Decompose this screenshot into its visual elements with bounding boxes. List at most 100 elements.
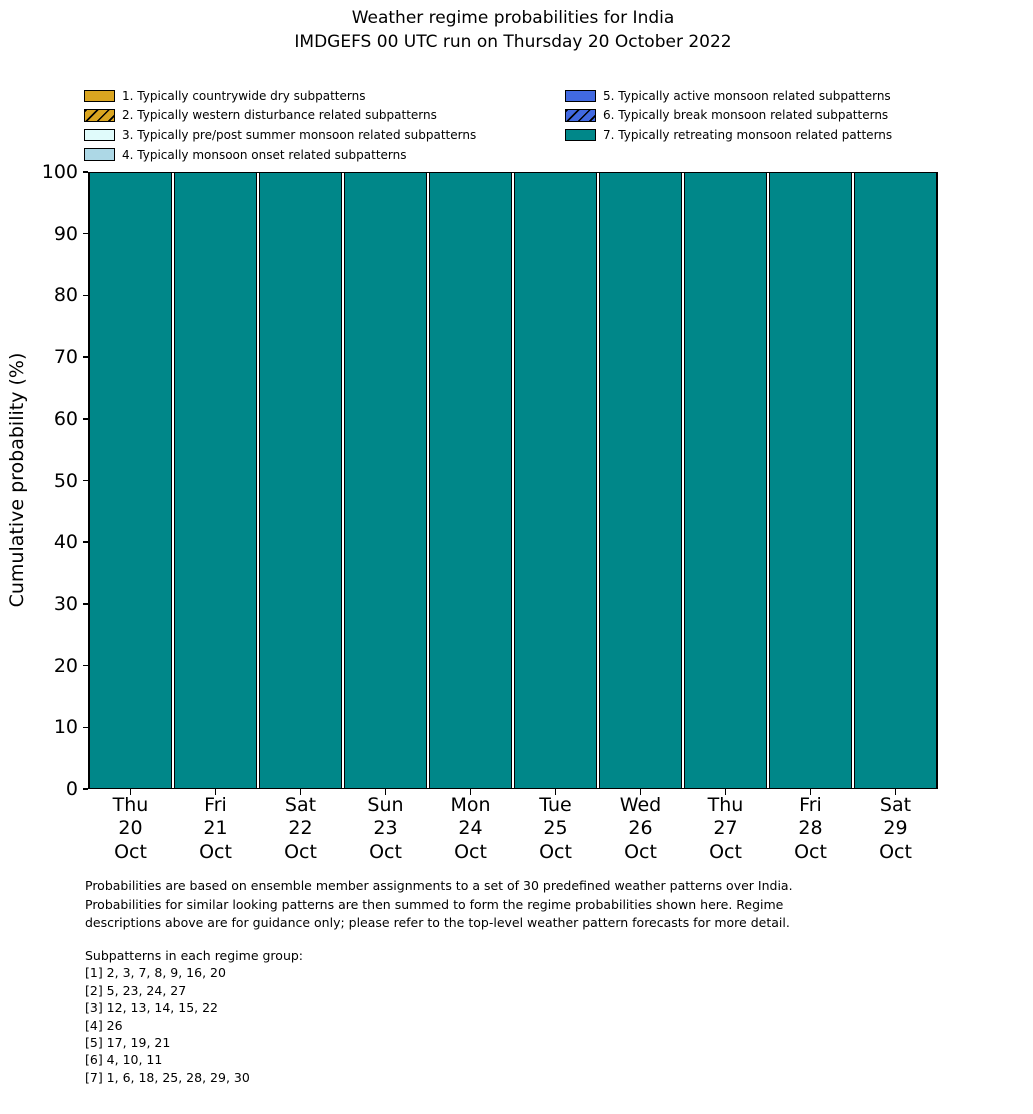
legend-swatch bbox=[84, 128, 115, 142]
x-tick-mark bbox=[214, 789, 217, 795]
footer-note: Probabilities are based on ensemble memb… bbox=[85, 877, 793, 933]
x-tick-mark bbox=[299, 789, 302, 795]
y-tick-label: 90 bbox=[53, 222, 78, 245]
bar-thu-27-oct bbox=[683, 172, 768, 789]
x-tick-mark bbox=[469, 789, 472, 795]
bar-segment bbox=[344, 172, 427, 789]
y-tick-mark bbox=[82, 541, 88, 543]
x-tick-mark bbox=[554, 789, 557, 795]
legend-label: 6. Typically break monsoon related subpa… bbox=[603, 108, 889, 123]
y-tick-mark bbox=[82, 788, 88, 790]
legend-swatch bbox=[565, 89, 596, 103]
legend-item: 4. Typically monsoon onset related subpa… bbox=[84, 145, 476, 165]
y-tick-mark bbox=[82, 171, 88, 173]
footer-line: descriptions above are for guidance only… bbox=[85, 915, 790, 931]
bar-segment bbox=[89, 172, 172, 789]
footer-line: Probabilities for similar looking patter… bbox=[85, 896, 784, 912]
x-tick-label: Thu 27 Oct bbox=[707, 794, 744, 863]
bar-sat-22-oct bbox=[258, 172, 343, 789]
subpatterns-heading: Subpatterns in each regime group: bbox=[85, 948, 304, 963]
bar-mon-24-oct bbox=[428, 172, 513, 789]
x-tick-mark bbox=[724, 789, 727, 795]
x-tick-label: Sat 22 Oct bbox=[284, 794, 317, 863]
y-tick-mark bbox=[82, 356, 88, 358]
x-tick-label: Sat 29 Oct bbox=[879, 794, 912, 863]
legend-item: 5. Typically active monsoon related subp… bbox=[565, 86, 892, 106]
bar-segment bbox=[854, 172, 937, 789]
bar-segment bbox=[684, 172, 767, 789]
y-tick-label: 60 bbox=[53, 407, 78, 430]
y-tick-mark bbox=[82, 664, 88, 667]
y-tick-label: 40 bbox=[53, 531, 78, 554]
x-tick-mark bbox=[129, 789, 132, 795]
y-tick-label: 50 bbox=[53, 469, 78, 492]
legend-item: 1. Typically countrywide dry subpatterns bbox=[84, 86, 476, 106]
legend-item: 2. Typically western disturbance related… bbox=[84, 106, 476, 126]
y-tick-mark bbox=[82, 726, 88, 729]
legend-label: 1. Typically countrywide dry subpatterns bbox=[122, 88, 366, 103]
x-tick-mark bbox=[809, 789, 812, 795]
bar-fri-21-oct bbox=[173, 172, 258, 789]
bar-segment bbox=[769, 172, 852, 789]
title-block: Weather regime probabilities for India I… bbox=[88, 6, 938, 54]
bar-thu-20-oct bbox=[88, 172, 173, 789]
subpatterns-block: Subpatterns in each regime group: [1] 2,… bbox=[85, 947, 303, 1086]
y-tick-mark bbox=[82, 603, 88, 605]
y-tick-label: 20 bbox=[53, 654, 78, 677]
y-tick-label: 10 bbox=[53, 716, 78, 739]
bar-tue-25-oct bbox=[513, 172, 598, 789]
x-tick-label: Tue 25 Oct bbox=[539, 794, 572, 863]
legend-label: 5. Typically active monsoon related subp… bbox=[603, 88, 891, 103]
legend-swatch bbox=[84, 148, 115, 161]
y-tick-label: 0 bbox=[65, 778, 78, 800]
bar-sat-29-oct bbox=[853, 172, 938, 789]
bar-wed-26-oct bbox=[598, 172, 683, 789]
legend-item: 7. Typically retreating monsoon related … bbox=[565, 125, 892, 145]
legend-label: 2. Typically western disturbance related… bbox=[122, 108, 437, 123]
y-tick-mark bbox=[82, 232, 88, 235]
x-tick-label: Mon 24 Oct bbox=[450, 794, 491, 863]
legend-column-left: 1. Typically countrywide dry subpatterns… bbox=[84, 86, 476, 164]
legend-swatch bbox=[565, 109, 596, 122]
y-tick-mark bbox=[82, 294, 88, 297]
bar-segment bbox=[174, 172, 257, 789]
x-tick-label: Sun 23 Oct bbox=[367, 794, 404, 863]
bar-segment bbox=[259, 172, 342, 789]
subpatterns-line: [2] 5, 23, 24, 27 bbox=[85, 982, 187, 998]
y-tick-label: 100 bbox=[41, 161, 78, 183]
legend-swatch bbox=[84, 109, 115, 122]
legend-swatch bbox=[565, 128, 596, 142]
x-tick-mark bbox=[639, 789, 642, 795]
y-tick-mark bbox=[82, 479, 88, 482]
bar-fri-28-oct bbox=[768, 172, 853, 789]
y-tick-label: 70 bbox=[53, 346, 78, 369]
y-tick-label: 80 bbox=[53, 284, 78, 307]
subpatterns-line: [5] 17, 19, 21 bbox=[85, 1035, 171, 1051]
legend-item: 3. Typically pre/post summer monsoon rel… bbox=[84, 125, 476, 145]
bar-segment bbox=[599, 172, 682, 789]
x-tick-label: Fri 28 Oct bbox=[794, 794, 827, 863]
legend-item: 6. Typically break monsoon related subpa… bbox=[565, 106, 892, 126]
legend-label: 3. Typically pre/post summer monsoon rel… bbox=[122, 127, 477, 142]
legend-label: 7. Typically retreating monsoon related … bbox=[603, 127, 893, 142]
y-tick-label: 30 bbox=[53, 592, 78, 615]
subpatterns-line: [3] 12, 13, 14, 15, 22 bbox=[85, 1000, 218, 1016]
legend-swatch bbox=[84, 89, 115, 103]
x-tick-mark bbox=[894, 789, 897, 795]
subpatterns-line: [1] 2, 3, 7, 8, 9, 16, 20 bbox=[85, 965, 226, 981]
plot-area bbox=[88, 172, 938, 789]
subpatterns-line: [7] 1, 6, 18, 25, 28, 29, 30 bbox=[85, 1069, 250, 1085]
bar-segment bbox=[429, 172, 512, 789]
x-tick-label: Thu 20 Oct bbox=[112, 794, 149, 863]
y-tick-mark bbox=[82, 418, 88, 420]
legend-label: 4. Typically monsoon onset related subpa… bbox=[122, 147, 407, 162]
subpatterns-line: [6] 4, 10, 11 bbox=[85, 1052, 163, 1068]
subpatterns-line: [4] 26 bbox=[85, 1017, 123, 1033]
bar-sun-23-oct bbox=[343, 172, 428, 789]
x-tick-label: Wed 26 Oct bbox=[619, 794, 662, 863]
x-tick-label: Fri 21 Oct bbox=[199, 794, 232, 863]
chart-title: Weather regime probabilities for India bbox=[351, 8, 675, 28]
x-tick-mark bbox=[384, 789, 387, 795]
chart-subtitle: IMDGEFS 00 UTC run on Thursday 20 Octobe… bbox=[294, 32, 732, 52]
